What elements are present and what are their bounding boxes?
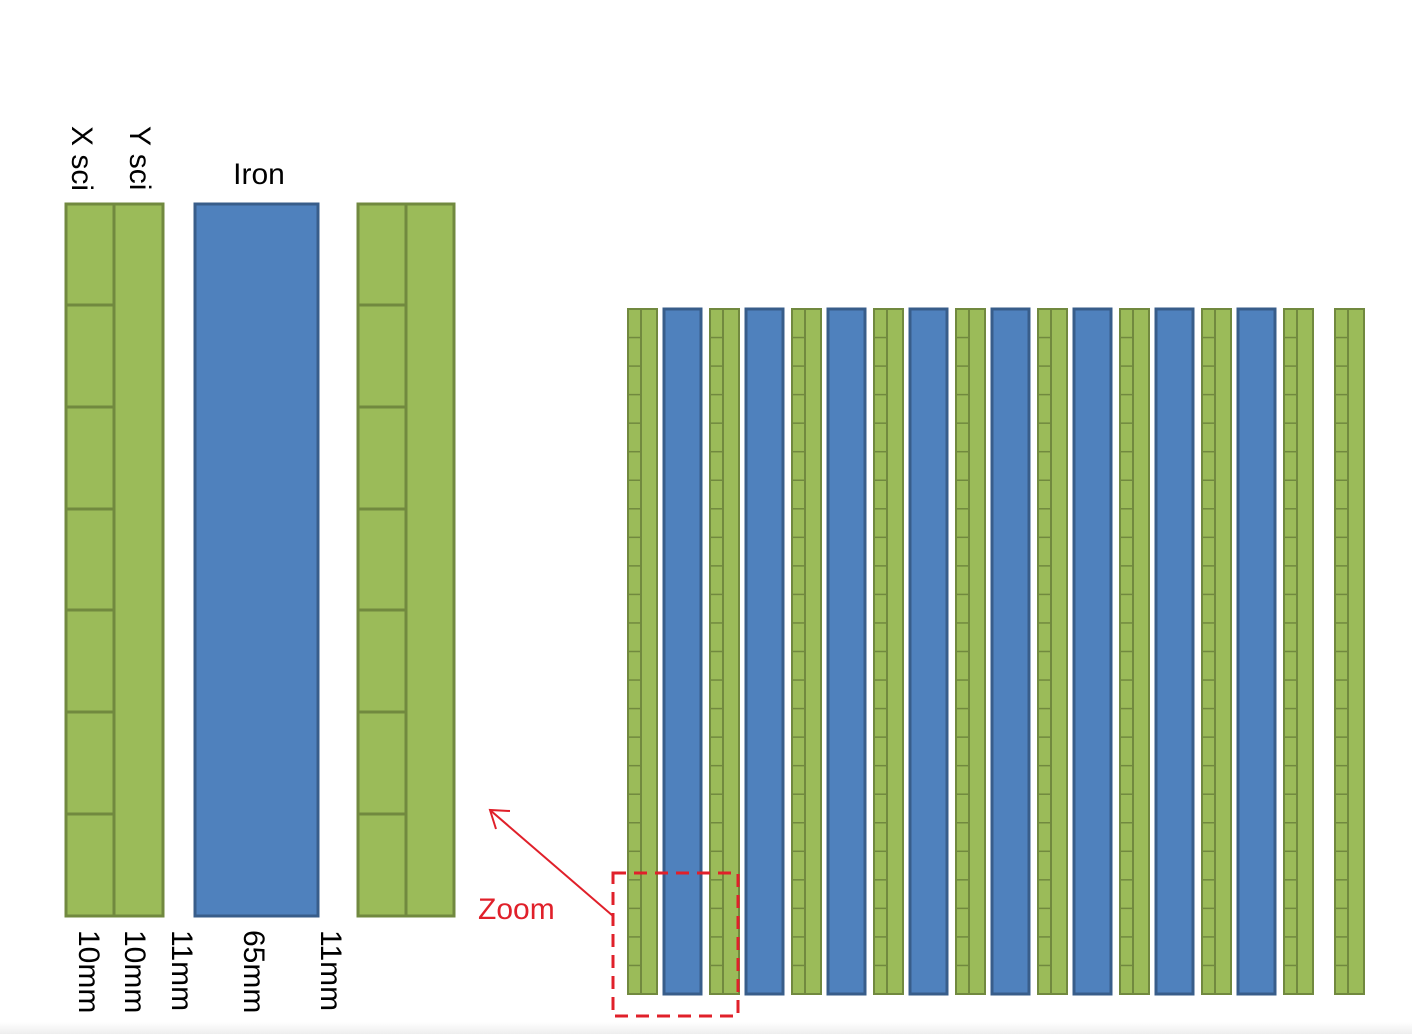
y-sci-strip xyxy=(404,202,456,918)
stack-scintillator-layer xyxy=(627,308,658,995)
bottom-shadow-band xyxy=(0,1022,1412,1034)
zoom-label: Zoom xyxy=(478,893,555,926)
dimension-label-x-sci: 10mm xyxy=(72,930,105,1013)
iron-label: Iron xyxy=(233,158,285,191)
stack-iron-layer xyxy=(1236,307,1277,996)
stack-scintillator-layer xyxy=(1201,308,1232,995)
stack-iron-layer xyxy=(662,307,703,996)
y-sci-label: Y sci xyxy=(123,126,156,190)
x-sci-label: X sci xyxy=(65,126,98,191)
x-sci-strip xyxy=(356,202,408,918)
stack-iron-layer xyxy=(826,307,867,996)
stack-scintillator-layer xyxy=(1037,308,1068,995)
dimension-label-y-sci: 10mm xyxy=(118,930,151,1013)
stack-iron-layer xyxy=(990,307,1031,996)
y-sci-strip xyxy=(112,202,165,918)
scintillator-module-1 xyxy=(64,202,165,918)
stack-iron-layer xyxy=(1154,307,1195,996)
dimension-label-iron: 65mm xyxy=(237,930,270,1013)
iron-block xyxy=(193,202,320,918)
zoom-box xyxy=(611,871,740,1018)
zoomed-detail: X sci Y sci Iron xyxy=(64,126,456,1013)
stack-iron-layer xyxy=(1072,307,1113,996)
zoom-arrow-head xyxy=(488,808,511,830)
stack-scintillator-layer xyxy=(1119,308,1150,995)
x-sci-strip xyxy=(64,202,116,918)
zoom-indicator: Zoom xyxy=(478,808,740,1018)
dimension-label-gap-1: 11mm xyxy=(165,930,198,1011)
stack-scintillator-layer xyxy=(709,308,740,995)
detector-stack xyxy=(627,307,1365,996)
stack-scintillator-layer xyxy=(791,308,822,995)
stack-iron-layer xyxy=(744,307,785,996)
stack-scintillator-layer xyxy=(873,308,904,995)
zoom-arrow-line xyxy=(489,809,614,917)
x-sci-segment-dividers xyxy=(358,303,406,816)
stack-iron-layer xyxy=(908,307,949,996)
stack-scintillator-layer xyxy=(955,308,986,995)
stack-scintillator-layer xyxy=(1334,308,1365,995)
dimension-label-gap-2: 11mm xyxy=(314,930,347,1011)
scintillator-module-2 xyxy=(356,202,456,918)
x-sci-segment-dividers xyxy=(66,303,114,816)
stack-scintillator-layer xyxy=(1283,308,1314,995)
